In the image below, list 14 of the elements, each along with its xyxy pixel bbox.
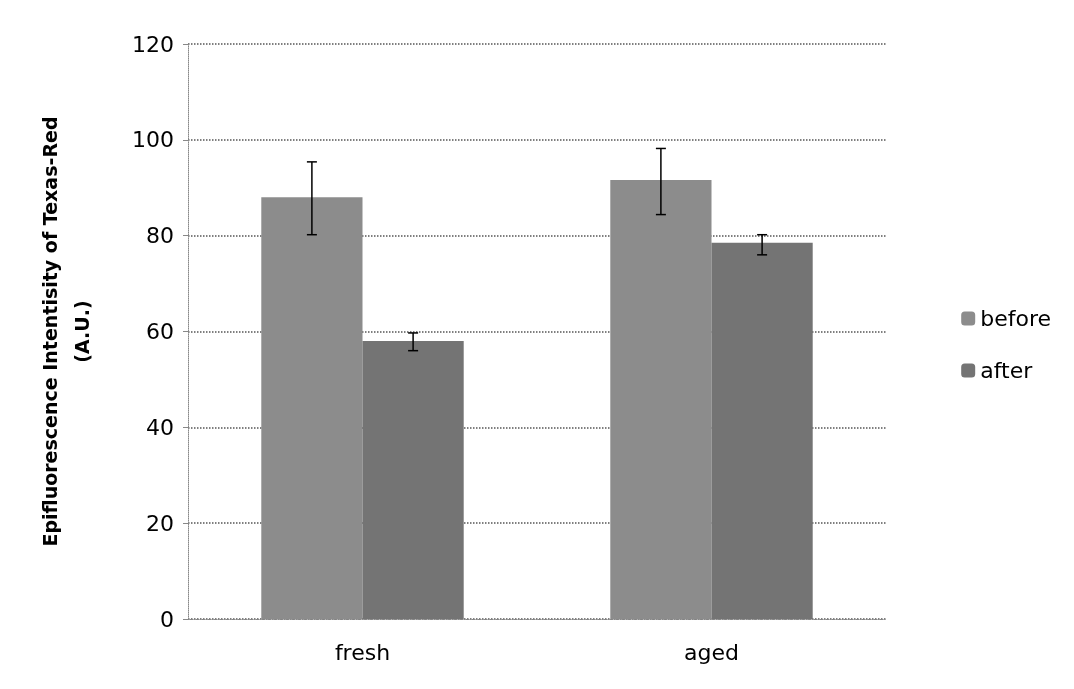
x-tick-label: fresh	[334, 639, 391, 665]
legend-label: after	[980, 358, 1034, 383]
x-tick-label: aged	[684, 639, 739, 665]
legend-label: before	[980, 306, 1052, 331]
y-tick-label: 80	[146, 223, 174, 249]
y-axis-title: Epifluorescence Intentisity of Texas-Red (A.U.)	[39, 116, 93, 547]
y-tick-label: 20	[146, 510, 174, 536]
y-tick-label: 40	[146, 414, 174, 440]
y-tick-label: 120	[132, 31, 174, 57]
bar	[711, 242, 813, 619]
y-tick-label: 100	[132, 127, 174, 153]
bar	[362, 341, 464, 619]
y-tick-label: 0	[160, 606, 174, 632]
y-tick-label: 60	[146, 319, 174, 344]
